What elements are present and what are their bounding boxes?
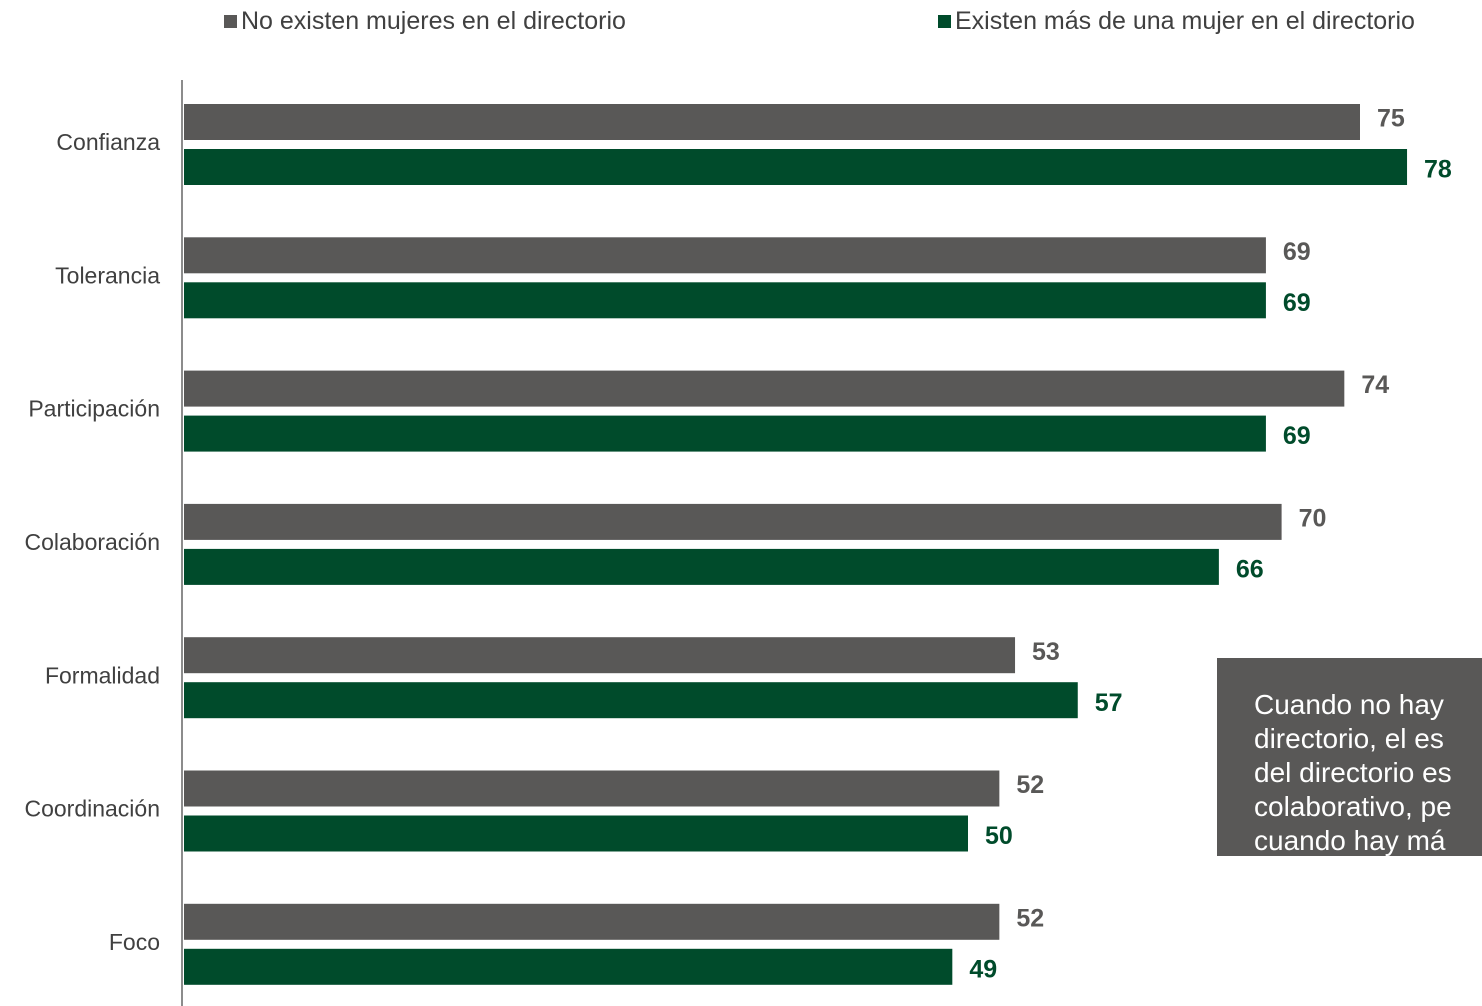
data-label: 66 <box>1236 556 1264 584</box>
category-label: Colaboración <box>24 529 160 555</box>
data-label: 52 <box>1016 904 1044 932</box>
data-label: 69 <box>1283 422 1311 450</box>
bar-no-women <box>184 637 1016 674</box>
annotation-line: directorio, el es <box>1254 723 1444 754</box>
bar-no-women <box>184 104 1360 140</box>
category-label: Participación <box>28 396 160 422</box>
bars-group: Confianza 75 78 Tolerancia 69 69 Participación… <box>24 104 1452 985</box>
category-label: Coordinación <box>24 796 160 822</box>
legend-label-women: Existen más de una mujer en el directori… <box>955 6 1415 35</box>
annotation-line: colaborativo, pe <box>1254 791 1452 822</box>
legend-item-women: Existen más de una mujer en el directori… <box>938 6 1415 36</box>
legend-swatch-green <box>938 14 951 28</box>
bar-no-women <box>184 370 1345 407</box>
data-label: 57 <box>1095 689 1123 717</box>
data-label: 70 <box>1299 505 1327 533</box>
data-label: 53 <box>1032 638 1060 666</box>
data-label: 52 <box>1016 771 1044 799</box>
bar-women <box>184 548 1219 585</box>
category-label: Foco <box>109 929 160 955</box>
legend-label-no-women: No existen mujeres en el directorio <box>241 6 626 35</box>
category-label: Tolerancia <box>55 262 160 288</box>
data-label: 49 <box>969 955 997 983</box>
annotation-box: Cuando no hay directorio, el es del direct… <box>1217 658 1482 856</box>
bar-women <box>184 948 953 985</box>
data-label: 78 <box>1424 156 1452 184</box>
category-label: Confianza <box>56 129 160 155</box>
bar-no-women <box>184 503 1282 540</box>
data-label: 74 <box>1361 371 1389 399</box>
data-label: 50 <box>985 822 1013 850</box>
bar-women <box>184 149 1408 185</box>
data-label: 69 <box>1283 238 1311 266</box>
bar-women <box>184 815 968 852</box>
annotation-line: cuando hay má <box>1254 825 1446 856</box>
annotation-line: del directorio es <box>1254 757 1452 788</box>
annotation-line: Cuando no hay <box>1254 689 1444 720</box>
bar-no-women <box>184 237 1266 274</box>
bar-women <box>184 282 1266 319</box>
bar-women <box>184 682 1078 719</box>
data-label: 69 <box>1283 289 1311 317</box>
bar-no-women <box>184 770 1000 807</box>
category-label: Formalidad <box>45 662 160 688</box>
legend-item-no-women: No existen mujeres en el directorio <box>224 6 626 36</box>
legend-swatch-gray <box>224 14 237 28</box>
bar-women <box>184 415 1266 452</box>
bar-no-women <box>184 903 1000 940</box>
data-label: 75 <box>1377 105 1405 133</box>
